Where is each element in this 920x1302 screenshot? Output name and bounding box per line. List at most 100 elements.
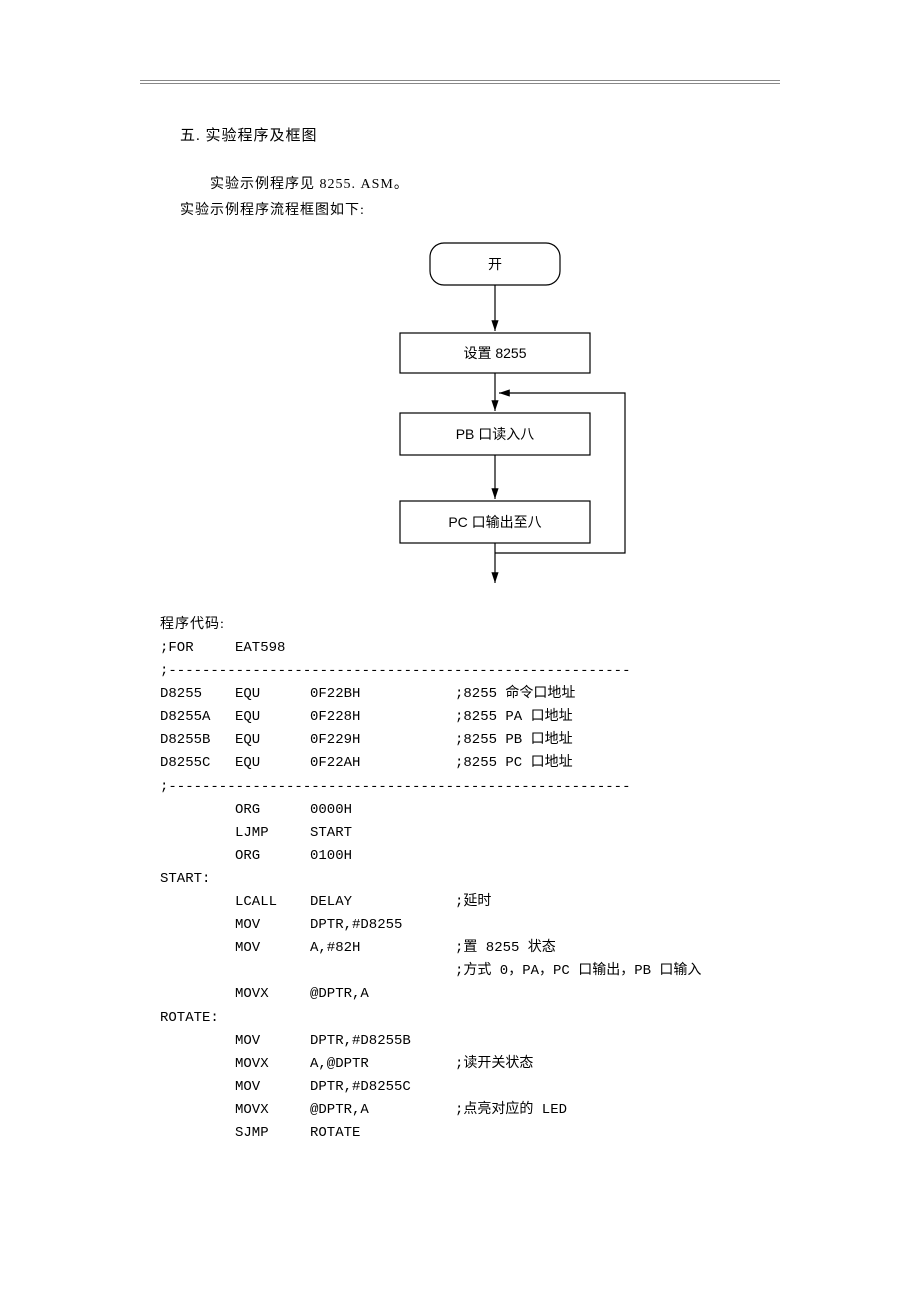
flowchart-svg: 开设置 8255 PB 口读入八 PC 口输出至八 (260, 233, 660, 593)
code-line: ORG0100H (160, 845, 810, 868)
code-col-op (235, 960, 310, 983)
code-col-comment: ;读开关状态 (455, 1053, 533, 1076)
code-col-label (160, 822, 235, 845)
code-line: LJMPSTART (160, 822, 810, 845)
code-col-comment: ;方式 0，PA，PC 口输出，PB 口输入 (455, 960, 701, 983)
code-line: D8255BEQU0F229H;8255 PB 口地址 (160, 729, 810, 752)
code-col-comment: ;8255 PB 口地址 (455, 729, 573, 752)
code-line: LCALLDELAY;延时 (160, 891, 810, 914)
code-col-op: ORG (235, 845, 310, 868)
code-col-label (160, 983, 235, 1006)
code-col-label: D8255C (160, 752, 235, 775)
svg-text:PC 口输出至八: PC 口输出至八 (448, 514, 541, 530)
code-col-label (160, 845, 235, 868)
code-col-label (160, 1076, 235, 1099)
code-col-op: EQU (235, 683, 310, 706)
code-col-label (160, 1122, 235, 1145)
code-line: ;---------------------------------------… (160, 660, 810, 683)
code-col-op: LCALL (235, 891, 310, 914)
code-col-label: START: (160, 868, 235, 891)
code-line: MOVXA,@DPTR;读开关状态 (160, 1053, 810, 1076)
code-col-op: LJMP (235, 822, 310, 845)
code-line: D8255EQU0F22BH;8255 命令口地址 (160, 683, 810, 706)
intro-line-2: 实验示例程序流程框图如下: (180, 199, 810, 219)
code-col-arg: 0F22BH (310, 683, 455, 706)
code-col-arg (310, 960, 455, 983)
code-label: 程序代码: (160, 613, 810, 633)
code-col-op: EQU (235, 752, 310, 775)
code-col-label: ROTATE: (160, 1007, 235, 1030)
code-col-arg (310, 868, 455, 891)
code-line: START: (160, 868, 810, 891)
code-col-label (160, 1030, 235, 1053)
code-line: D8255AEQU0F228H;8255 PA 口地址 (160, 706, 810, 729)
code-col-arg: @DPTR,A (310, 983, 455, 1006)
code-col-op: MOVX (235, 1099, 310, 1122)
code-col-label: D8255 (160, 683, 235, 706)
code-col-arg: 0F22AH (310, 752, 455, 775)
code-col-comment: ;置 8255 状态 (455, 937, 556, 960)
code-col-label (160, 937, 235, 960)
code-col-op: MOV (235, 937, 310, 960)
code-col-op: ORG (235, 799, 310, 822)
svg-text:设置 8255: 设置 8255 (463, 345, 526, 361)
code-col-comment: ;8255 命令口地址 (455, 683, 575, 706)
code-line: ORG0000H (160, 799, 810, 822)
code-col-op: MOVX (235, 983, 310, 1006)
intro-line-1: 实验示例程序见 8255. ASM。 (210, 173, 810, 193)
code-line: ;方式 0，PA，PC 口输出，PB 口输入 (160, 960, 810, 983)
code-col-op (235, 868, 310, 891)
code-col-arg: DPTR,#D8255B (310, 1030, 455, 1053)
svg-text:PB 口读入八: PB 口读入八 (456, 426, 535, 442)
code-col-label (160, 1053, 235, 1076)
code-col-arg: START (310, 822, 455, 845)
code-col-label (160, 1099, 235, 1122)
code-col-arg (310, 1007, 455, 1030)
code-line: SJMPROTATE (160, 1122, 810, 1145)
code-line: MOVX@DPTR,A (160, 983, 810, 1006)
svg-text:开: 开 (488, 256, 502, 272)
code-col-op: EQU (235, 729, 310, 752)
code-col-op: MOVX (235, 1053, 310, 1076)
code-col-arg: DELAY (310, 891, 455, 914)
code-col-op: EAT598 (235, 637, 310, 660)
code-col-op: SJMP (235, 1122, 310, 1145)
code-col-label: D8255A (160, 706, 235, 729)
code-col-arg: A,@DPTR (310, 1053, 455, 1076)
code-col-comment: ;点亮对应的 LED (455, 1099, 567, 1122)
code-col-comment: ;8255 PC 口地址 (455, 752, 573, 775)
code-block: ;FOREAT598;-----------------------------… (160, 637, 810, 1145)
code-line: MOVDPTR,#D8255 (160, 914, 810, 937)
code-col-label (160, 960, 235, 983)
code-col-arg: @DPTR,A (310, 1099, 455, 1122)
code-col-arg: A,#82H (310, 937, 455, 960)
code-col-label (160, 799, 235, 822)
code-line: ;FOREAT598 (160, 637, 810, 660)
code-line: MOVA,#82H;置 8255 状态 (160, 937, 810, 960)
code-line: ROTATE: (160, 1007, 810, 1030)
code-col-label (160, 891, 235, 914)
code-col-label (160, 914, 235, 937)
code-col-op (235, 1007, 310, 1030)
code-col-arg (310, 637, 455, 660)
code-col-comment: ;8255 PA 口地址 (455, 706, 573, 729)
code-col-arg: DPTR,#D8255C (310, 1076, 455, 1099)
code-col-arg: 0F228H (310, 706, 455, 729)
code-line: D8255CEQU0F22AH;8255 PC 口地址 (160, 752, 810, 775)
code-col-op: MOV (235, 1030, 310, 1053)
section-heading: 五. 实验程序及框图 (180, 124, 810, 145)
code-line: MOVX@DPTR,A;点亮对应的 LED (160, 1099, 810, 1122)
code-col-comment: ;延时 (455, 891, 491, 914)
code-col-op: MOV (235, 914, 310, 937)
code-col-arg: 0000H (310, 799, 455, 822)
code-col-arg: 0F229H (310, 729, 455, 752)
code-col-arg: ROTATE (310, 1122, 455, 1145)
code-col-arg: DPTR,#D8255 (310, 914, 455, 937)
code-col-label: D8255B (160, 729, 235, 752)
code-col-op: EQU (235, 706, 310, 729)
code-line: MOVDPTR,#D8255C (160, 1076, 810, 1099)
code-col-op: MOV (235, 1076, 310, 1099)
code-col-arg: 0100H (310, 845, 455, 868)
flowchart-container: 开设置 8255 PB 口读入八 PC 口输出至八 (260, 233, 660, 593)
page-top-rule (140, 80, 780, 84)
